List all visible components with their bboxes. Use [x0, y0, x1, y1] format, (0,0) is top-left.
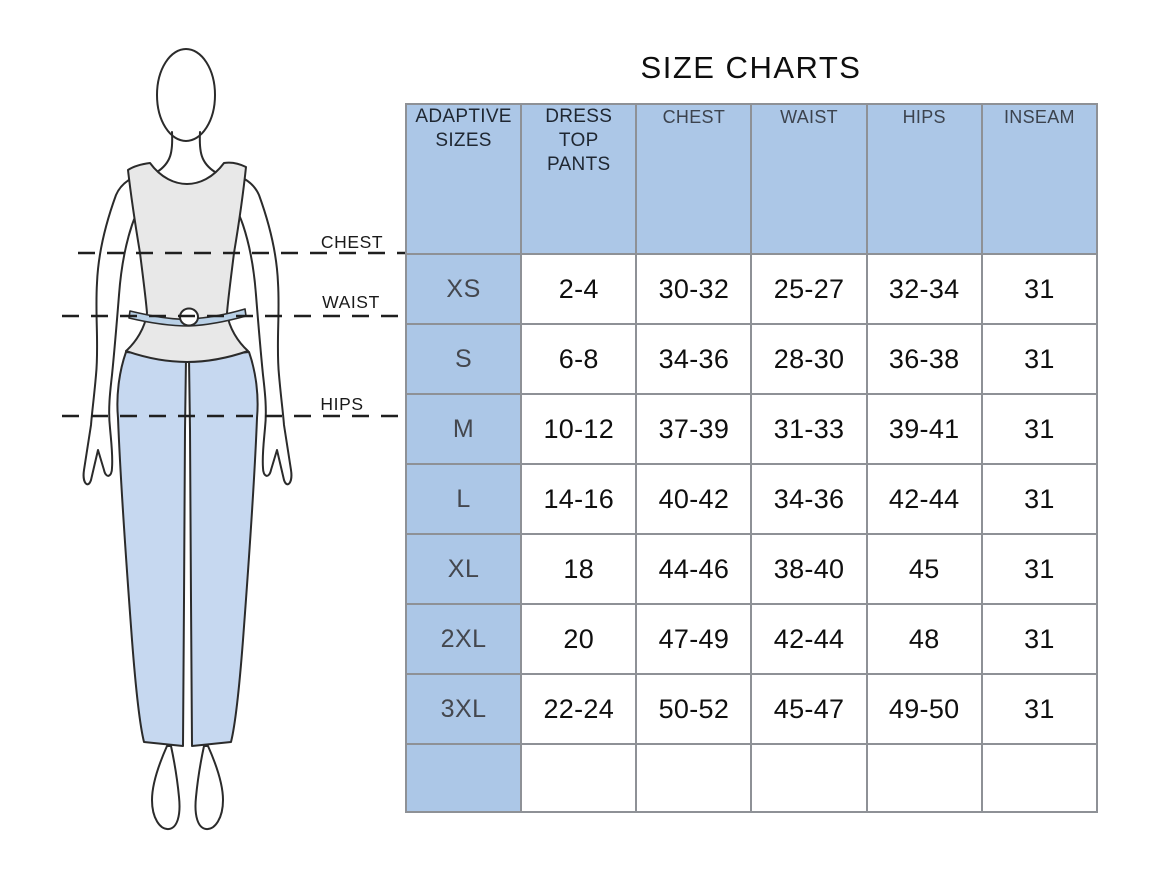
inseam-cell: [980, 743, 1099, 813]
hips-cell: 39-41: [865, 393, 983, 465]
right-foot: [194, 745, 224, 831]
waist-cell: 38-40: [750, 533, 868, 605]
size-label-cell: [404, 743, 523, 813]
left-foot: [151, 745, 181, 831]
dress-top-pants-cell: 18: [520, 533, 638, 605]
chest-cell: 44-46: [635, 533, 753, 605]
head-outline: [156, 48, 216, 142]
table-row-m: M 10-12 37-39 31-33 39-41 31: [404, 393, 1099, 465]
hips-cell: 48: [865, 603, 983, 675]
dress-top-pants-cell: 22-24: [520, 673, 638, 745]
size-label-cell: L: [404, 463, 523, 535]
neck-right-line: [198, 131, 216, 173]
hips-cell: [865, 743, 983, 813]
size-label-cell: M: [404, 393, 523, 465]
size-label-cell: XS: [404, 253, 523, 325]
dress-top-pants-cell: 2-4: [520, 253, 638, 325]
table-row-l: L 14-16 40-42 34-36 42-44 31: [404, 463, 1099, 535]
chest-label: CHEST: [321, 232, 383, 252]
waist-cell: 42-44: [750, 603, 868, 675]
inseam-cell: 31: [980, 603, 1099, 675]
size-chart-table: ADAPTIVE SIZES DRESS TOP PANTS CHEST WAI…: [404, 103, 1099, 813]
body-measurement-figure: CHEST WAIST HIPS: [62, 48, 405, 831]
chest-cell: 34-36: [635, 323, 753, 395]
column-header-inseam: INSEAM: [980, 103, 1099, 255]
chest-cell: 50-52: [635, 673, 753, 745]
hips-cell: 45: [865, 533, 983, 605]
inseam-cell: 31: [980, 323, 1099, 395]
hips-cell: 32-34: [865, 253, 983, 325]
hips-cell: 42-44: [865, 463, 983, 535]
pants-left-leg: [116, 351, 187, 747]
right-arm: [219, 169, 293, 486]
inseam-cell: 31: [980, 533, 1099, 605]
pants-right-leg: [188, 351, 259, 747]
waist-cell: [750, 743, 868, 813]
table-row-xs: XS 2-4 30-32 25-27 32-34 31: [404, 253, 1099, 325]
waist-cell: 28-30: [750, 323, 868, 395]
dress-top-pants-cell: [520, 743, 638, 813]
dress-top-pants-cell: 6-8: [520, 323, 638, 395]
waist-label: WAIST: [322, 292, 380, 312]
table-row-3xl: 3XL 22-24 50-52 45-47 49-50 31: [404, 673, 1099, 745]
table-row-empty: [404, 743, 1099, 813]
size-label-cell: 2XL: [404, 603, 523, 675]
column-header-chest: CHEST: [635, 103, 753, 255]
inseam-cell: 31: [980, 463, 1099, 535]
waist-cell: 25-27: [750, 253, 868, 325]
chest-cell: 47-49: [635, 603, 753, 675]
chest-cell: 40-42: [635, 463, 753, 535]
inseam-cell: 31: [980, 393, 1099, 465]
chest-cell: [635, 743, 753, 813]
size-label-cell: S: [404, 323, 523, 395]
hips-label: HIPS: [320, 394, 363, 414]
table-row-s: S 6-8 34-36 28-30 36-38 31: [404, 323, 1099, 395]
waist-cell: 31-33: [750, 393, 868, 465]
table-row-2xl: 2XL 20 47-49 42-44 48 31: [404, 603, 1099, 675]
neck-left-line: [156, 131, 174, 173]
waist-cell: 45-47: [750, 673, 868, 745]
inseam-cell: 31: [980, 253, 1099, 325]
size-label-cell: XL: [404, 533, 523, 605]
column-header-dress-top-pants: DRESS TOP PANTS: [520, 103, 638, 255]
left-arm: [82, 169, 156, 486]
dress-top-pants-cell: 10-12: [520, 393, 638, 465]
dress-top-pants-cell: 14-16: [520, 463, 638, 535]
dress-top-pants-cell: 20: [520, 603, 638, 675]
column-header-adaptive-sizes: ADAPTIVE SIZES: [404, 103, 523, 255]
hips-cell: 49-50: [865, 673, 983, 745]
hips-cell: 36-38: [865, 323, 983, 395]
top-garment: [125, 161, 249, 363]
inseam-cell: 31: [980, 673, 1099, 745]
header-row: ADAPTIVE SIZES DRESS TOP PANTS CHEST WAI…: [404, 103, 1099, 255]
chest-cell: 37-39: [635, 393, 753, 465]
chest-cell: 30-32: [635, 253, 753, 325]
page-title: SIZE CHARTS: [640, 50, 862, 85]
waist-cell: 34-36: [750, 463, 868, 535]
column-header-hips: HIPS: [865, 103, 983, 255]
column-header-waist: WAIST: [750, 103, 868, 255]
size-label-cell: 3XL: [404, 673, 523, 745]
table-row-xl: XL 18 44-46 38-40 45 31: [404, 533, 1099, 605]
